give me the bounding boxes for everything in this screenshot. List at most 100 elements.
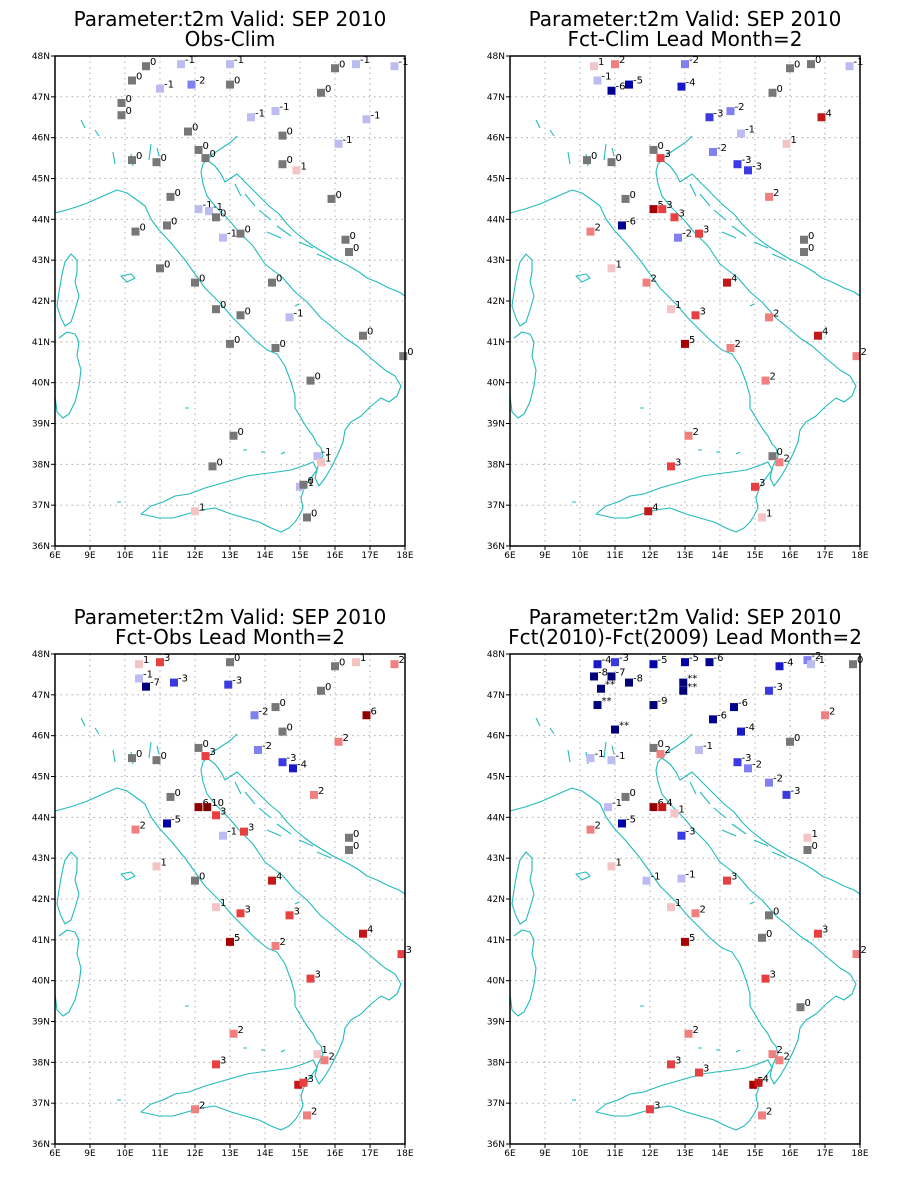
station-value: 2 [199, 1100, 205, 1111]
station-value: 4 [763, 1074, 769, 1085]
station-marker [709, 147, 717, 156]
station-marker [723, 876, 731, 885]
station-marker [271, 941, 280, 950]
lon-label: 12E [186, 551, 203, 561]
station-marker [845, 62, 854, 71]
station-value: 2 [700, 904, 706, 915]
station-value: 0 [126, 94, 132, 105]
lat-label: 36N [487, 1140, 505, 1150]
station-value: 2 [651, 274, 657, 285]
station-marker [271, 703, 280, 712]
lon-label: 17E [361, 1149, 378, 1159]
station-value: 2 [329, 1051, 335, 1062]
lat-label: 43N [487, 854, 505, 864]
lat-label: 38N [487, 460, 505, 470]
station-value: 0 [161, 153, 167, 164]
station-marker [250, 711, 259, 720]
station-value: -1 [651, 872, 661, 883]
station-value: 1 [199, 502, 205, 513]
station-marker [212, 811, 220, 820]
station-marker [306, 974, 315, 983]
station-marker [642, 278, 651, 287]
station-marker [803, 833, 812, 842]
station-marker [679, 686, 688, 695]
station-value: 1 [675, 300, 681, 311]
station-marker [593, 76, 602, 85]
station-marker [212, 305, 220, 314]
station-value: 3 [294, 906, 300, 917]
station-value: 1 [220, 898, 226, 909]
station-value: 0 [794, 733, 800, 744]
lat-label: 38N [487, 1058, 505, 1068]
station-value: 2 [861, 945, 867, 956]
station-marker [758, 933, 766, 942]
station-marker [201, 154, 210, 163]
station-value: -6 [626, 216, 636, 227]
station-marker [765, 686, 773, 695]
station-marker [695, 745, 703, 754]
station-value: 1 [360, 653, 366, 664]
station-value: -6 [738, 698, 748, 709]
station-marker [761, 376, 770, 385]
station-value: 5 [234, 933, 240, 944]
station-marker [817, 113, 826, 122]
station-value: 2 [693, 427, 699, 438]
station-value: 0 [220, 300, 226, 311]
station-value: 0 [805, 998, 811, 1009]
station-marker [142, 682, 150, 691]
station-marker [226, 339, 234, 348]
station-marker [695, 1068, 703, 1077]
station-marker [345, 833, 353, 842]
station-marker [670, 809, 679, 818]
station-value: -1 [360, 55, 370, 66]
station-value: 0 [808, 243, 814, 254]
station-marker [194, 743, 203, 752]
station-value: 4 [276, 872, 282, 883]
station-marker [278, 160, 287, 169]
station-value: 0 [175, 788, 181, 799]
station-value: 3 [675, 1055, 681, 1066]
station-value: -5 [689, 653, 699, 664]
station-value: -2 [196, 76, 206, 87]
station-marker [765, 778, 773, 787]
station-marker [226, 937, 234, 946]
station-marker [191, 876, 199, 885]
station-value: 0 [287, 127, 293, 138]
station-value: 0 [630, 190, 636, 201]
panel-title: Parameter:t2m Valid: SEP 2010 [529, 605, 842, 629]
station-value: 2 [140, 821, 146, 832]
station-marker [656, 750, 665, 759]
station-value: -5 [633, 76, 643, 87]
station-value: 0 [287, 723, 293, 734]
station-value: -1 [185, 55, 195, 66]
station-value: 2 [784, 1051, 790, 1062]
lat-label: 42N [487, 895, 505, 905]
station-marker [271, 107, 280, 116]
station-marker [205, 207, 213, 216]
lon-label: 14E [256, 551, 273, 561]
station-value: 0 [175, 188, 181, 199]
station-marker [751, 482, 759, 491]
station-value: 1 [301, 161, 307, 172]
station-value: -5 [171, 814, 181, 825]
station-marker [621, 194, 630, 203]
station-value: -2 [773, 774, 783, 785]
lat-label: 39N [487, 420, 505, 430]
lat-label: 48N [487, 52, 505, 62]
station-value: 3 [703, 225, 709, 236]
station-value: 0 [199, 872, 205, 883]
station-value: 3 [700, 306, 706, 317]
lon-label: 6E [49, 1149, 61, 1159]
lon-label: 6E [504, 551, 516, 561]
station-value: 3 [164, 653, 170, 664]
station-marker [142, 62, 150, 71]
station-value: 1 [325, 453, 331, 464]
station-marker [754, 1078, 763, 1087]
station-marker [299, 480, 308, 489]
station-marker [224, 680, 233, 689]
lat-label: 44N [32, 813, 50, 823]
station-marker [131, 227, 140, 236]
station-marker [229, 431, 238, 440]
lat-label: 37N [32, 1099, 50, 1109]
